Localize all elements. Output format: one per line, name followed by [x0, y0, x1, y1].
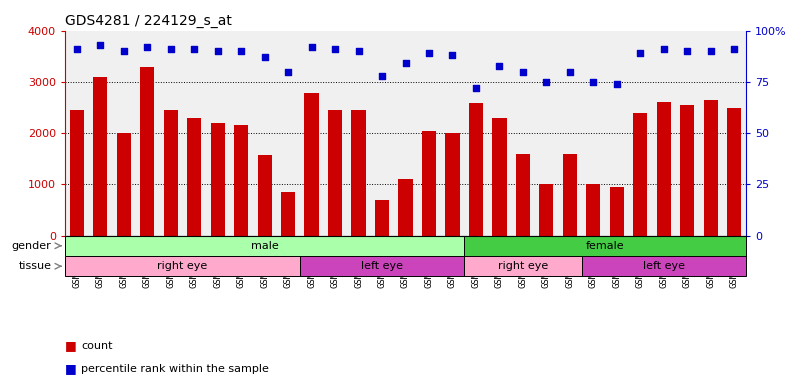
- Bar: [300, 256, 464, 276]
- Bar: [516, 154, 530, 235]
- Text: left eye: left eye: [643, 261, 685, 271]
- Bar: [727, 108, 741, 235]
- Bar: [70, 110, 84, 235]
- Bar: [539, 184, 553, 235]
- Bar: [140, 66, 154, 235]
- Point: [187, 46, 200, 52]
- Bar: [464, 256, 581, 276]
- Bar: [586, 184, 600, 235]
- Bar: [375, 200, 389, 235]
- Point: [281, 69, 294, 75]
- Point: [305, 44, 318, 50]
- Point: [423, 50, 436, 56]
- Bar: [65, 235, 464, 256]
- Bar: [234, 126, 248, 235]
- Point: [352, 48, 365, 54]
- Bar: [117, 133, 131, 235]
- Text: percentile rank within the sample: percentile rank within the sample: [81, 364, 269, 374]
- Bar: [464, 235, 746, 256]
- Text: ■: ■: [65, 362, 76, 375]
- Bar: [351, 110, 366, 235]
- Bar: [704, 100, 718, 235]
- Text: tissue: tissue: [19, 261, 51, 271]
- Bar: [445, 133, 460, 235]
- Point: [681, 48, 694, 54]
- Point: [728, 46, 741, 52]
- Point: [705, 48, 718, 54]
- Bar: [633, 113, 647, 235]
- Point: [70, 46, 83, 52]
- Bar: [281, 192, 295, 235]
- Bar: [492, 118, 507, 235]
- Text: left eye: left eye: [361, 261, 403, 271]
- Text: right eye: right eye: [157, 261, 208, 271]
- Point: [658, 46, 671, 52]
- Point: [211, 48, 224, 54]
- Point: [540, 79, 553, 85]
- Text: gender: gender: [11, 241, 51, 251]
- Text: right eye: right eye: [498, 261, 548, 271]
- Bar: [581, 256, 746, 276]
- Text: ■: ■: [65, 339, 76, 352]
- Point: [258, 54, 271, 60]
- Point: [611, 81, 624, 87]
- Bar: [65, 256, 300, 276]
- Point: [446, 52, 459, 58]
- Point: [140, 44, 153, 50]
- Bar: [211, 123, 225, 235]
- Bar: [258, 155, 272, 235]
- Bar: [328, 110, 342, 235]
- Point: [93, 42, 106, 48]
- Point: [634, 50, 647, 56]
- Point: [117, 48, 130, 54]
- Bar: [164, 110, 178, 235]
- Bar: [93, 77, 107, 235]
- Point: [564, 69, 577, 75]
- Text: GDS4281 / 224129_s_at: GDS4281 / 224129_s_at: [65, 14, 232, 28]
- Point: [493, 63, 506, 69]
- Point: [328, 46, 341, 52]
- Point: [517, 69, 530, 75]
- Point: [470, 85, 483, 91]
- Bar: [610, 187, 624, 235]
- Text: male: male: [251, 241, 278, 251]
- Point: [375, 73, 388, 79]
- Bar: [187, 118, 201, 235]
- Bar: [469, 103, 483, 235]
- Bar: [422, 131, 436, 235]
- Bar: [563, 154, 577, 235]
- Text: count: count: [81, 341, 113, 351]
- Point: [399, 60, 412, 66]
- Bar: [680, 105, 694, 235]
- Text: female: female: [586, 241, 624, 251]
- Bar: [657, 103, 671, 235]
- Point: [234, 48, 247, 54]
- Bar: [304, 93, 319, 235]
- Point: [164, 46, 177, 52]
- Point: [587, 79, 600, 85]
- Bar: [398, 179, 413, 235]
